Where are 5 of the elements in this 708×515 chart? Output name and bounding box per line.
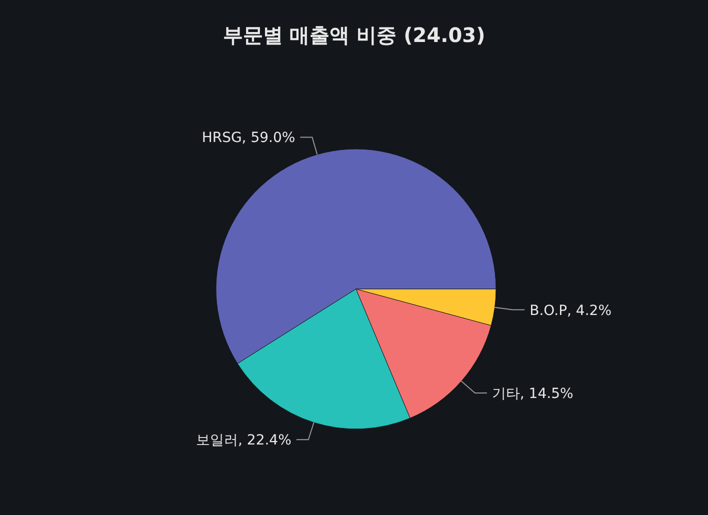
- slice-label: 보일러, 22.4%: [196, 432, 292, 449]
- slice-label: 기타, 14.5%: [492, 386, 574, 402]
- chart-title: 부문별 매출액 비중 (24.03): [222, 23, 486, 47]
- slice-label: HRSG, 59.0%: [202, 130, 296, 146]
- slice-label: B.O.P, 4.2%: [530, 302, 612, 319]
